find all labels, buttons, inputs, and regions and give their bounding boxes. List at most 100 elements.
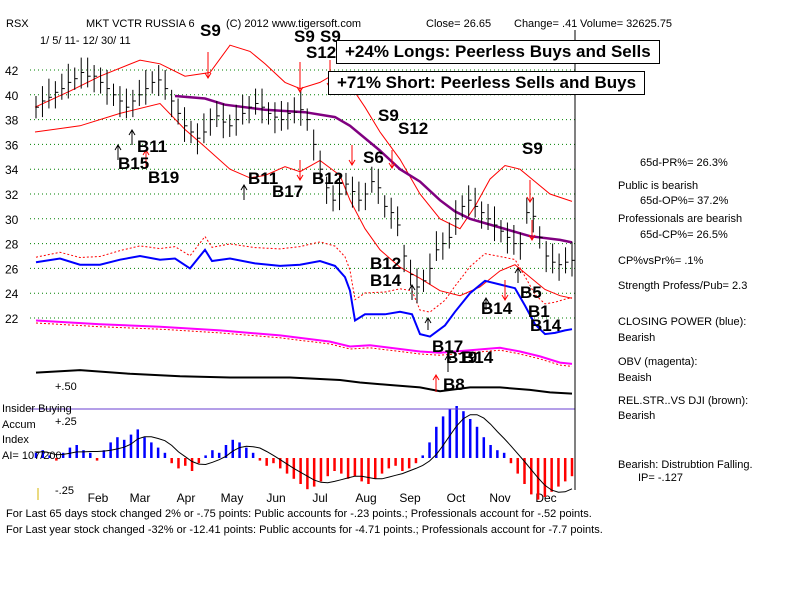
change-value: Change= .41 — [514, 18, 578, 30]
y-tick-label: 22 — [5, 312, 19, 326]
x-tick-label: Nov — [489, 491, 510, 505]
y-tick-label: 42 — [5, 64, 19, 78]
signal-buy-label: B12 — [312, 169, 343, 188]
signal-buy-label: B11 — [137, 137, 167, 156]
sell-arrow-head — [528, 234, 536, 241]
index-label: Index — [2, 434, 29, 446]
signal-sell-label: S9 — [294, 27, 315, 46]
buy-arrow-head — [424, 317, 432, 324]
sell-arrow-head — [296, 174, 304, 181]
accumulation-histogram — [34, 406, 574, 500]
sell-arrow-head — [296, 86, 304, 93]
ticker-symbol: RSX — [6, 18, 29, 30]
x-tick-label: Mar — [130, 491, 151, 505]
signal-sell-label: S12 — [398, 119, 428, 138]
signal-sell-label: S9 — [320, 27, 341, 46]
signal-sell-label: S9 — [522, 139, 543, 158]
x-axis-month-labels: Feb Mar Apr May Jun Jul Aug Sep Oct Nov Dec — [88, 491, 557, 505]
sell-arrow-head — [204, 72, 212, 79]
signal-buy-label: B1 — [528, 302, 550, 321]
strength-ratio: Strength Profess/Pub= 2.3 — [618, 280, 748, 292]
public-label: Public is bearish — [618, 180, 699, 192]
shorts-box: +71% Short: Peerless Sells and Buys — [328, 71, 646, 95]
buy-arrow-head — [240, 184, 248, 191]
x-tick-label: Apr — [177, 491, 196, 505]
signal-buy-label: B14 — [370, 271, 402, 290]
x-tick-label: Sep — [399, 491, 421, 505]
date-range: 1/ 5/ 11- 12/ 30/ 11 — [40, 35, 131, 47]
obv-state: Beaish — [618, 372, 652, 384]
signal-buy-label: B12 — [370, 254, 401, 273]
obv-line — [35, 319, 573, 365]
relstr-state: Bearish — [618, 410, 656, 422]
op-percent: 65d-OP%= 37.2% — [640, 195, 729, 207]
x-tick-label: Aug — [355, 491, 376, 505]
longs-box: +24% Longs: Peerless Buys and Sells — [336, 40, 660, 64]
buy-arrow-red-head — [432, 374, 440, 381]
y-tick-label: 30 — [5, 213, 19, 227]
indicator-labels: +.50 Insider Buying+.25 Accum Index AI= 107/… — [2, 381, 77, 497]
signal-buy-label: B17 — [272, 182, 303, 201]
rel-strength-line — [35, 369, 573, 395]
sell-arrow-head — [388, 162, 396, 169]
buy-arrow-head — [482, 297, 490, 304]
accum-label: Accum — [2, 419, 36, 431]
bearish-note: Bearish: Distrubtion Falling. — [618, 459, 753, 471]
y-tick-label: 26 — [5, 262, 19, 276]
footer-line-65-days: For Last 65 days stock changed 2% or -.7… — [6, 508, 592, 520]
closing-power-state: Bearish — [618, 332, 656, 344]
ai-value: AI= 107/200 — [2, 450, 62, 462]
buy-arrow-head — [114, 144, 122, 151]
signal-buy-label: B11 — [248, 169, 278, 188]
signal-buy-label: B17 — [432, 337, 463, 356]
signal-buy-label: B14 — [481, 299, 513, 318]
pr-percent: 65d-PR%= 26.3% — [640, 157, 728, 169]
chart-title: MKT VCTR RUSSIA 6 — [86, 18, 195, 30]
sell-arrow-head — [348, 159, 356, 166]
y-tick-label: 36 — [5, 138, 19, 152]
sell-arrow-head — [526, 196, 534, 203]
obv-trend — [35, 322, 573, 367]
band-lower — [34, 102, 573, 299]
signal-buy-label: B14 — [462, 348, 494, 367]
y-tick-label: 28 — [5, 238, 19, 252]
y-tick-label: 38 — [5, 114, 19, 128]
footer-line-year: For Last year stock changed -32% or -12.… — [6, 524, 603, 536]
buy-arrow-head — [514, 267, 522, 274]
volume-value: Volume= 32625.75 — [580, 18, 673, 30]
signal-sell-label: S6 — [363, 148, 384, 167]
closing-power-trend — [35, 235, 573, 313]
relstr-label: REL.STR..VS DJI (brown): — [618, 395, 749, 407]
y-tick-label: 24 — [5, 287, 19, 301]
x-tick-label: Oct — [447, 491, 466, 505]
professionals-label: Professionals are bearish — [618, 213, 743, 225]
price-gridlines — [30, 69, 575, 319]
signal-buy-label: B19 — [446, 348, 477, 367]
sell-arrow-head — [501, 294, 509, 301]
insider-buying-label: Insider Buying — [2, 403, 72, 415]
fifty-label: +.50 — [55, 381, 77, 393]
signal-buy-label: B15 — [118, 154, 149, 173]
buy-arrow-head — [128, 129, 136, 136]
x-tick-label: Feb — [88, 491, 109, 505]
sell-arrow-head — [142, 149, 150, 156]
x-tick-label: May — [221, 491, 244, 505]
series-layer — [34, 44, 575, 395]
close-value: Close= 26.65 — [426, 18, 492, 30]
minus-25-label: -.25 — [55, 485, 74, 497]
y-tick-label: 32 — [5, 188, 19, 202]
closing-power-label: CLOSING POWER (blue): — [618, 316, 747, 328]
obv-label: OBV (magenta): — [618, 356, 698, 368]
y-axis-tick-labels: 22 24 26 28 30 32 34 36 38 40 42 — [5, 64, 19, 326]
signal-sell-label: S9 — [200, 21, 221, 40]
x-tick-label: Dec — [535, 491, 556, 505]
ip-value: IP= -.127 — [638, 472, 683, 484]
moving-average — [174, 94, 573, 244]
buy-arrow-head — [408, 284, 416, 291]
signal-buy-label: B8 — [443, 375, 465, 394]
cp-vs-pr: CP%vsPr%= .1% — [618, 255, 704, 267]
signal-buy-label: B14 — [530, 316, 562, 335]
plus-25-label: +.25 — [55, 416, 77, 428]
closing-power-line — [35, 248, 573, 338]
buy-arrow-head — [444, 354, 452, 361]
